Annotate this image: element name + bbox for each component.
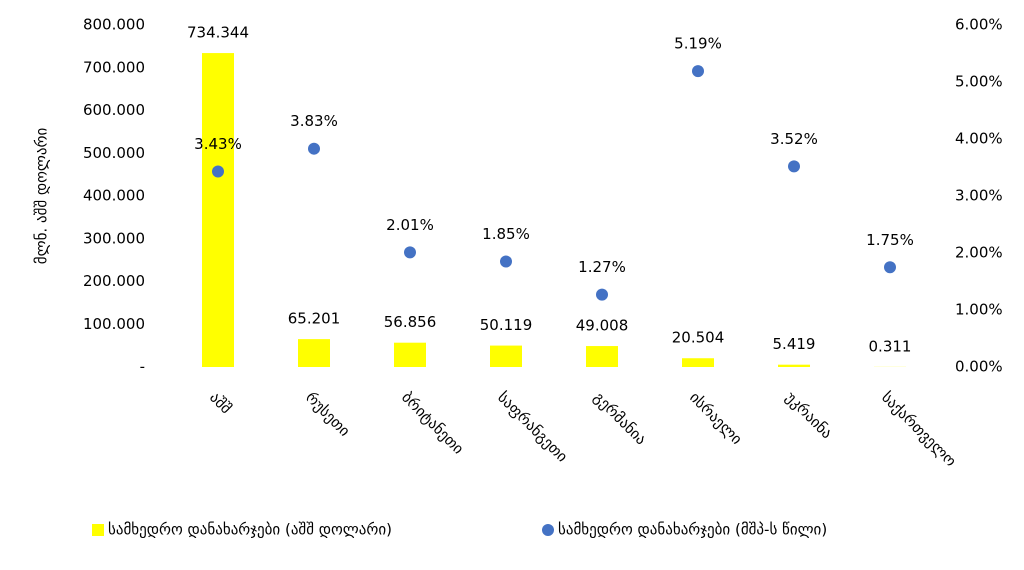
legend-swatch xyxy=(92,524,104,536)
data-label: 1.27% xyxy=(578,258,626,276)
bar xyxy=(202,53,234,368)
point xyxy=(788,160,800,173)
x-tick-label: საქართველო xyxy=(878,388,960,470)
y-tick-label: 300.000 xyxy=(83,229,145,247)
x-tick-label: აშშ xyxy=(206,388,235,417)
data-label: 0.311 xyxy=(869,337,912,355)
data-label: 2.01% xyxy=(386,216,434,234)
data-label: 734.344 xyxy=(187,24,249,42)
y2-tick-label: 0.00% xyxy=(955,358,1003,376)
data-label: 3.83% xyxy=(290,112,338,130)
y-tick-label: 600.000 xyxy=(83,101,145,119)
point xyxy=(692,65,704,78)
data-label: 56.856 xyxy=(384,313,437,331)
data-label: 3.43% xyxy=(194,135,242,153)
x-tick-label: ბრიტანეთი xyxy=(398,388,468,458)
y-tick-label: 200.000 xyxy=(83,272,145,290)
x-tick-label: რუსეთი xyxy=(302,388,354,440)
data-label: 49.008 xyxy=(576,317,629,335)
point xyxy=(596,288,608,301)
point xyxy=(404,246,416,259)
point xyxy=(884,261,896,274)
y-tick-label: - xyxy=(140,358,145,376)
x-tick-label: უკრაინა xyxy=(782,388,836,442)
x-tick-label: ისრაელი xyxy=(686,388,746,448)
x-tick-label: საფრანგეთი xyxy=(494,388,571,465)
y2-tick-label: 6.00% xyxy=(955,16,1003,34)
y-tick-label: 400.000 xyxy=(83,187,145,205)
point xyxy=(212,165,224,178)
y2-tick-label: 1.00% xyxy=(955,301,1003,319)
point xyxy=(500,255,512,268)
bar xyxy=(394,342,426,367)
data-label: 1.75% xyxy=(866,231,914,249)
bar xyxy=(490,345,522,367)
bar xyxy=(682,358,714,367)
data-label: 50.119 xyxy=(480,316,533,334)
data-label: 5.19% xyxy=(674,35,722,53)
legend-label: სამხედრო დანახარჯები (მშპ-ს წილი) xyxy=(558,521,827,539)
bar xyxy=(778,364,810,367)
bar xyxy=(586,346,618,367)
x-tick-label: გერმანია xyxy=(590,388,650,448)
data-label: 20.504 xyxy=(672,329,725,347)
y2-tick-label: 4.00% xyxy=(955,130,1003,148)
data-label: 5.419 xyxy=(773,335,816,353)
y-tick-label: 100.000 xyxy=(83,315,145,333)
y2-tick-label: 3.00% xyxy=(955,187,1003,205)
data-label: 1.85% xyxy=(482,225,530,243)
legend-swatch xyxy=(542,524,554,536)
legend-label: სამხედრო დანახარჯები (აშშ დოლარი) xyxy=(108,521,392,539)
y2-tick-label: 2.00% xyxy=(955,244,1003,262)
data-label: 65.201 xyxy=(288,310,341,328)
bar xyxy=(298,339,330,367)
y-tick-label: 500.000 xyxy=(83,144,145,162)
y-axis-label: მლნ. აშშ დოლარი xyxy=(33,128,51,265)
y-tick-label: 800.000 xyxy=(83,16,145,34)
point xyxy=(308,142,320,155)
y-tick-label: 700.000 xyxy=(83,58,145,76)
data-label: 3.52% xyxy=(770,130,818,148)
y2-tick-label: 5.00% xyxy=(955,73,1003,91)
